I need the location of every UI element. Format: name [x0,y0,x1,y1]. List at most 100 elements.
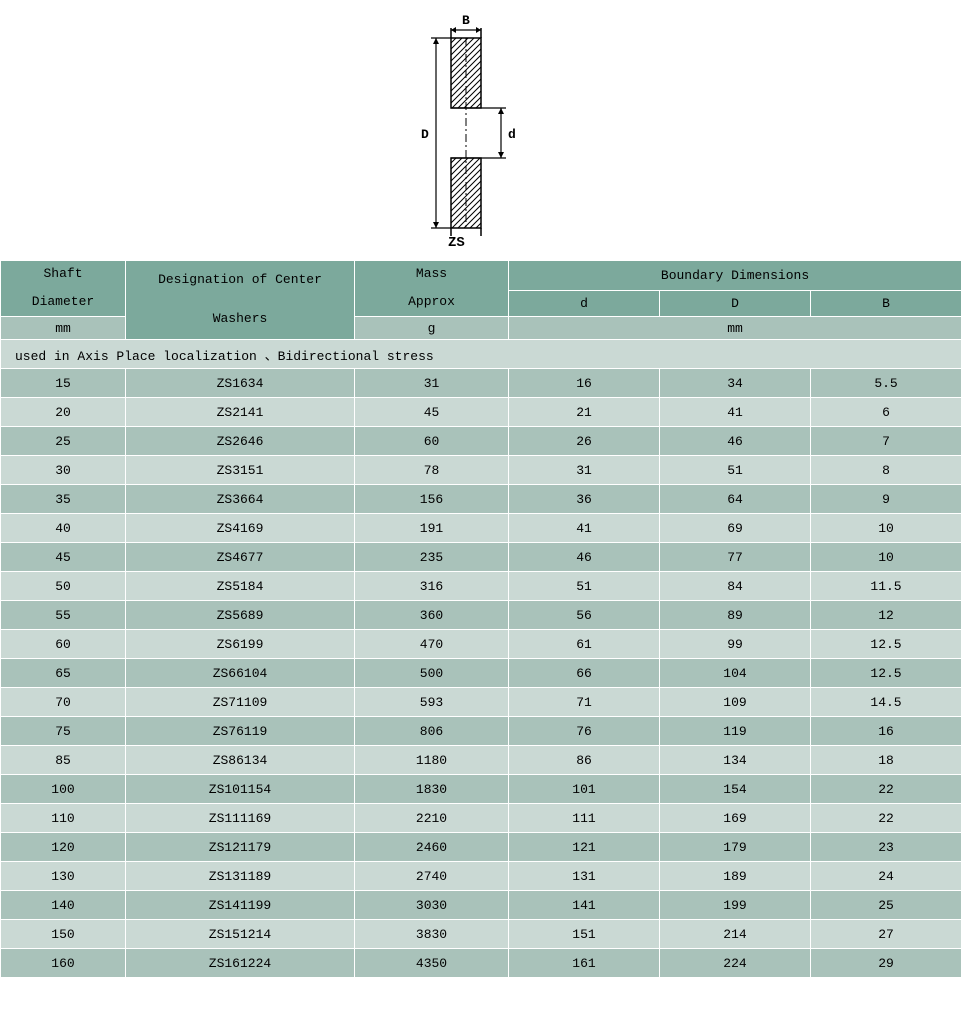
table-cell: 156 [355,485,509,514]
table-row: 40ZS4169191416910 [1,514,961,543]
table-row: 30ZS31517831518 [1,456,961,485]
table-row: 140ZS141199303014119925 [1,891,961,920]
table-cell: ZS86134 [126,746,355,775]
hdr-shaft: Shaft Diameter [1,261,126,317]
table-cell: 110 [1,804,126,833]
table-cell: 224 [660,949,811,978]
table-cell: 111 [509,804,660,833]
hdr-boundary: Boundary Dimensions [509,261,961,291]
table-cell: 130 [1,862,126,891]
table-cell: 84 [660,572,811,601]
table-cell: 6 [811,398,961,427]
table-cell: ZS111169 [126,804,355,833]
table-cell: 8 [811,456,961,485]
table-cell: 16 [811,717,961,746]
table-cell: ZS161224 [126,949,355,978]
table-row: 85ZS8613411808613418 [1,746,961,775]
note-text: used in Axis Place localization 、Bidirec… [1,340,961,369]
diagram-label-d: d [508,127,516,142]
table-row: 110ZS111169221011116922 [1,804,961,833]
table-cell: 76 [509,717,660,746]
table-cell: 3830 [355,920,509,949]
table-cell: 120 [1,833,126,862]
table-cell: ZS4169 [126,514,355,543]
table-row: 100ZS101154183010115422 [1,775,961,804]
table-cell: 12 [811,601,961,630]
table-cell: 235 [355,543,509,572]
table-cell: 154 [660,775,811,804]
table-cell: ZS141199 [126,891,355,920]
hdr-mass-l2: Approx [355,292,508,313]
table-cell: ZS2141 [126,398,355,427]
table-cell: 46 [660,427,811,456]
table-cell: ZS151214 [126,920,355,949]
table-row: 35ZS366415636649 [1,485,961,514]
table-cell: 25 [1,427,126,456]
table-cell: 119 [660,717,811,746]
table-cell: 41 [509,514,660,543]
diagram-label-B: B [462,13,470,28]
table-body: used in Axis Place localization 、Bidirec… [1,340,961,978]
table-cell: 470 [355,630,509,659]
table-cell: 150 [1,920,126,949]
table-cell: 10 [811,514,961,543]
table-row: 15ZS16343116345.5 [1,369,961,398]
hdr-shaft-l1: Shaft [1,264,125,285]
table-cell: ZS101154 [126,775,355,804]
table-cell: ZS121179 [126,833,355,862]
table-cell: 51 [660,456,811,485]
table-cell: 60 [1,630,126,659]
unit-g: g [355,317,509,340]
table-cell: 18 [811,746,961,775]
table-cell: ZS5689 [126,601,355,630]
table-cell: 69 [660,514,811,543]
table-row: 45ZS4677235467710 [1,543,961,572]
table-cell: 66 [509,659,660,688]
table-cell: 179 [660,833,811,862]
table-cell: 86 [509,746,660,775]
table-cell: 2460 [355,833,509,862]
table-cell: 100 [1,775,126,804]
table-cell: 5.5 [811,369,961,398]
table-cell: 1830 [355,775,509,804]
table-cell: 131 [509,862,660,891]
hdr-B: B [811,291,961,317]
hdr-designation: Designation of Center Washers [126,261,355,340]
table-cell: 25 [811,891,961,920]
hdr-desig-l2: Washers [126,309,354,330]
table-cell: 360 [355,601,509,630]
table-cell: 160 [1,949,126,978]
table-cell: 46 [509,543,660,572]
table-row: 55ZS5689360568912 [1,601,961,630]
table-cell: ZS5184 [126,572,355,601]
table-cell: 85 [1,746,126,775]
hdr-mass: Mass Approx [355,261,509,317]
table-cell: 214 [660,920,811,949]
table-cell: 30 [1,456,126,485]
hdr-desig-l1: Designation of Center [126,270,354,291]
table-cell: 89 [660,601,811,630]
unit-mm-right: mm [509,317,961,340]
table-cell: 191 [355,514,509,543]
table-cell: 4350 [355,949,509,978]
table-cell: 10 [811,543,961,572]
table-cell: 70 [1,688,126,717]
table-cell: 29 [811,949,961,978]
table-cell: 34 [660,369,811,398]
table-cell: 109 [660,688,811,717]
table-cell: 11.5 [811,572,961,601]
table-cell: 20 [1,398,126,427]
table-cell: 61 [509,630,660,659]
table-cell: 141 [509,891,660,920]
hdr-d: d [509,291,660,317]
hdr-mass-l1: Mass [355,264,508,285]
table-cell: 189 [660,862,811,891]
table-cell: ZS6199 [126,630,355,659]
table-cell: ZS4677 [126,543,355,572]
table-cell: 24 [811,862,961,891]
table-cell: 75 [1,717,126,746]
table-cell: 22 [811,775,961,804]
table-header: Shaft Diameter Designation of Center Was… [1,261,961,340]
table-cell: 22 [811,804,961,833]
table-cell: 31 [355,369,509,398]
